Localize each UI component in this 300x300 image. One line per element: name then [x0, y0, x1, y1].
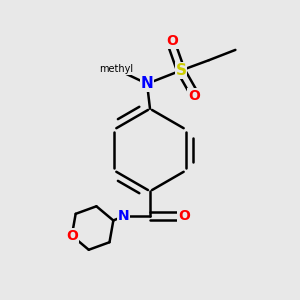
Text: O: O — [178, 209, 190, 223]
Text: N: N — [141, 76, 153, 91]
Text: S: S — [176, 63, 186, 78]
Text: O: O — [66, 229, 78, 243]
Text: methyl: methyl — [99, 64, 133, 74]
Text: N: N — [118, 209, 129, 223]
Text: O: O — [188, 88, 200, 103]
Text: O: O — [166, 34, 178, 48]
